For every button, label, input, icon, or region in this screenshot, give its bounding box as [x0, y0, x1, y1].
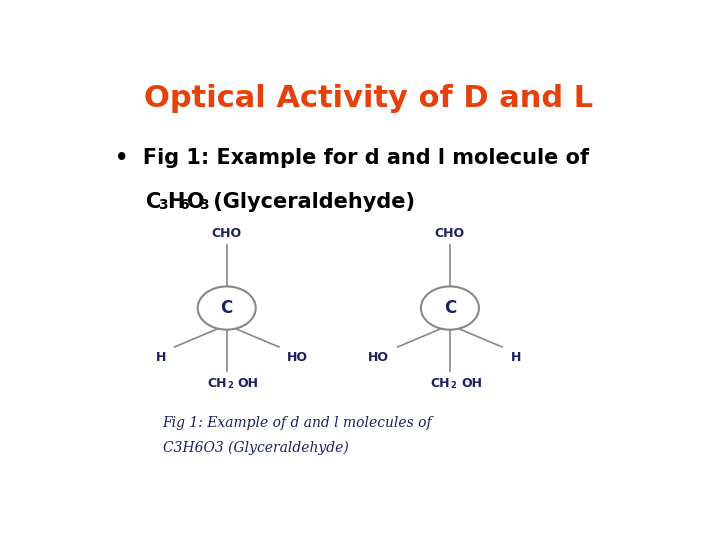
Text: 3: 3: [158, 198, 168, 212]
Text: CH: CH: [207, 377, 227, 390]
Text: C: C: [145, 192, 161, 212]
Text: CHO: CHO: [212, 227, 242, 240]
Text: CHO: CHO: [435, 227, 465, 240]
Text: •  Fig 1: Example for d and l molecule of: • Fig 1: Example for d and l molecule of: [115, 148, 589, 168]
Text: O: O: [187, 192, 204, 212]
Ellipse shape: [421, 286, 479, 329]
Text: H: H: [156, 351, 166, 364]
Ellipse shape: [198, 286, 256, 329]
Text: CH: CH: [431, 377, 450, 390]
Text: OH: OH: [238, 377, 259, 390]
Text: 2: 2: [228, 381, 233, 390]
Text: 3: 3: [199, 198, 209, 212]
Text: H: H: [510, 351, 521, 364]
Text: 6: 6: [179, 198, 189, 212]
Text: Fig 1: Example of d and l molecules of: Fig 1: Example of d and l molecules of: [163, 416, 432, 430]
Text: HO: HO: [287, 351, 308, 364]
Text: HO: HO: [369, 351, 390, 364]
Text: Optical Activity of D and L: Optical Activity of D and L: [145, 84, 593, 112]
Text: H: H: [167, 192, 184, 212]
Text: C3H6O3 (Glyceraldehyde): C3H6O3 (Glyceraldehyde): [163, 441, 348, 455]
Text: OH: OH: [461, 377, 482, 390]
Text: C: C: [220, 299, 233, 317]
Text: C: C: [444, 299, 456, 317]
Text: 2: 2: [451, 381, 456, 390]
Text: (Glyceraldehyde): (Glyceraldehyde): [206, 192, 415, 212]
